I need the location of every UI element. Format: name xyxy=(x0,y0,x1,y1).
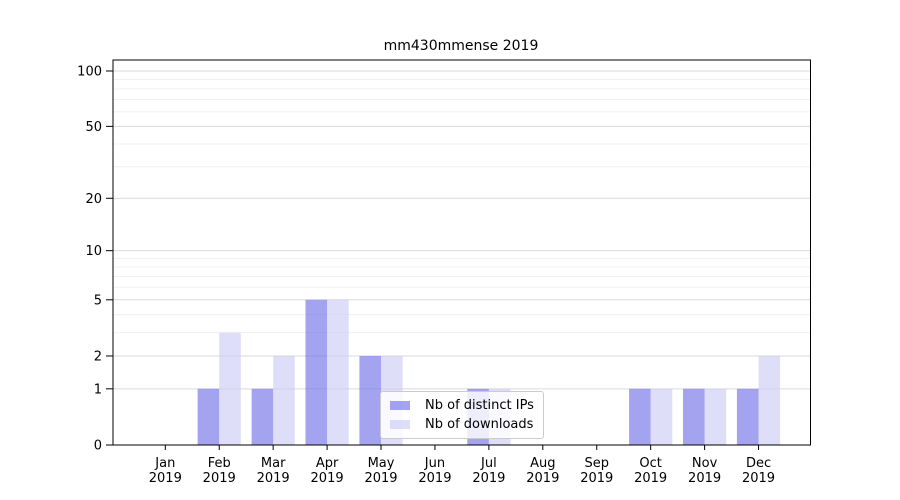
y-major-gridlines xyxy=(113,70,811,390)
bar-dec-distinct-ips xyxy=(736,388,759,445)
x-tick-label-jul: Jul 2019 xyxy=(472,456,505,486)
y-tick-label: 10 xyxy=(85,244,102,259)
bar-nov-downloads xyxy=(704,388,727,445)
x-tick-label-oct: Oct 2019 xyxy=(634,456,667,486)
bar-oct-distinct-ips xyxy=(629,388,651,445)
legend-label-downloads: Nb of downloads xyxy=(425,417,534,432)
bar-feb-distinct-ips xyxy=(197,388,220,445)
legend-swatch-downloads xyxy=(390,420,410,429)
y-tick-label: 20 xyxy=(85,192,102,207)
x-axis: Jan 2019 Feb 2019 Mar 2019 Apr 2019 May 2019 Jun 20… xyxy=(149,445,775,486)
bar-dec-downloads xyxy=(758,356,781,445)
legend-item-downloads: Nb of downloads xyxy=(390,416,534,433)
bar-oct-downloads xyxy=(650,388,673,445)
x-tick-label-mar: Mar 2019 xyxy=(257,456,290,486)
bar-mar-downloads xyxy=(273,356,295,445)
x-tick-label-aug: Aug 2019 xyxy=(526,456,559,486)
y-tick-label: 50 xyxy=(85,120,102,135)
x-tick-label-jun: Jun 2019 xyxy=(418,456,451,486)
x-tick-label-sep: Sep 2019 xyxy=(580,456,613,486)
bar-may-distinct-ips xyxy=(359,356,381,445)
legend-swatch-distinct-ips xyxy=(390,401,410,410)
y-tick-label: 2 xyxy=(94,349,102,364)
x-tick-label-jan: Jan 2019 xyxy=(149,456,182,486)
chart-title: mm430mmense 2019 xyxy=(383,38,539,54)
x-tick-label-may: May 2019 xyxy=(364,456,397,486)
x-tick-label-apr: Apr 2019 xyxy=(311,456,344,486)
x-tick-label-nov: Nov 2019 xyxy=(688,456,721,486)
bar-feb-downloads xyxy=(219,332,241,445)
x-tick-label-dec: Dec 2019 xyxy=(742,456,775,486)
legend: Nb of distinct IPs Nb of downloads xyxy=(380,391,544,439)
y-tick-label: 5 xyxy=(94,293,102,308)
bar-nov-distinct-ips xyxy=(683,388,705,445)
y-minor-gridlines xyxy=(113,78,811,334)
x-tick-label-feb: Feb 2019 xyxy=(203,456,236,486)
legend-label-distinct-ips: Nb of distinct IPs xyxy=(425,398,534,413)
bar-apr-downloads xyxy=(327,299,349,445)
y-axis: 0 1 2 5 10 20 50 100 xyxy=(77,64,113,454)
legend-item-distinct-ips: Nb of distinct IPs xyxy=(390,397,534,414)
plot-border xyxy=(112,59,811,446)
y-tick-label: 100 xyxy=(77,64,102,79)
bar-mar-distinct-ips xyxy=(251,388,274,445)
y-tick-label: 1 xyxy=(94,382,102,397)
y-tick-label: 0 xyxy=(94,439,102,454)
bar-apr-distinct-ips xyxy=(305,299,328,445)
